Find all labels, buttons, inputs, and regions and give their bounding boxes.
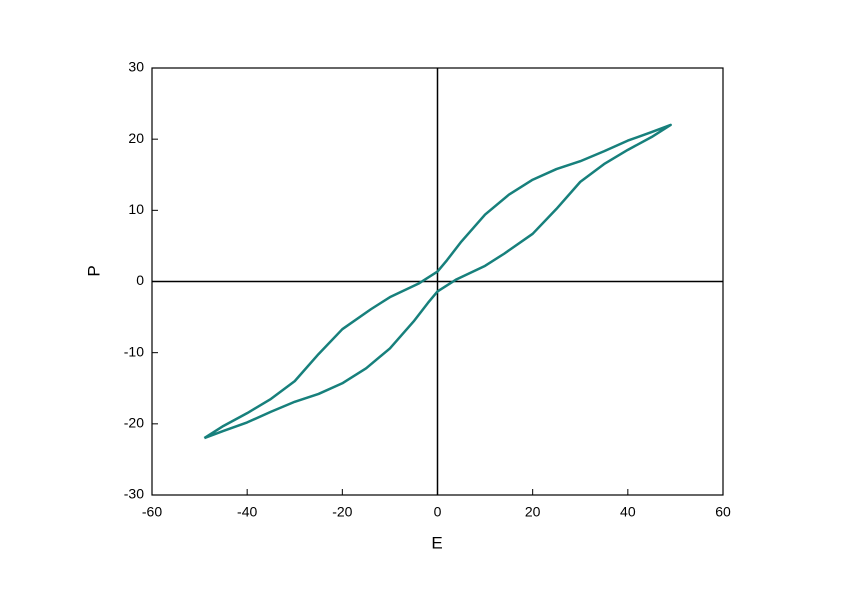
y-tick-label: -10 (124, 343, 144, 359)
x-tick-label: -20 (332, 504, 352, 520)
x-tick-label: 0 (434, 504, 442, 520)
y-tick-label: 20 (128, 130, 144, 146)
y-tick-label: -30 (124, 486, 144, 502)
hysteresis-loop (203, 123, 672, 440)
x-tick-label: -40 (237, 504, 257, 520)
x-axis-label: E (431, 533, 442, 552)
x-tick-label: 40 (620, 504, 636, 520)
y-tick-label: -20 (124, 415, 144, 431)
y-tick-label: 0 (136, 272, 144, 288)
x-tick-label: -60 (142, 504, 162, 520)
x-tick-label: 60 (715, 504, 731, 520)
y-tick-label: 30 (128, 59, 144, 75)
x-tick-label: 20 (525, 504, 541, 520)
y-tick-label: 10 (128, 201, 144, 217)
y-axis-label: P (84, 265, 103, 276)
